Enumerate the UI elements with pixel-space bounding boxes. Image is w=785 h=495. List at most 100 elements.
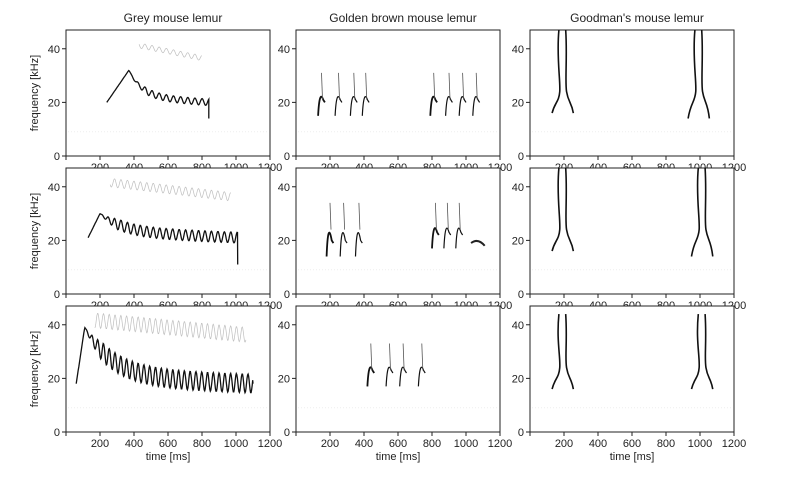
chirp-call	[458, 96, 467, 116]
y-tick-label: 0	[54, 151, 60, 163]
column-title-goodman: Goodman's mouse lemur	[570, 11, 704, 25]
y-tick-label: 20	[48, 235, 60, 247]
panel-calls	[532, 30, 732, 133]
arc-call-right	[564, 30, 575, 114]
panel-frame	[529, 29, 735, 157]
chirp-call	[417, 366, 426, 387]
y-axis-label: frequency [kHz]	[29, 55, 41, 131]
chirp-harmonic	[389, 343, 391, 371]
chirp-harmonic	[353, 72, 356, 100]
spectrogram-panel: 0 20 40 200 400 600 800 1000 1200 frequency [kHz]…	[29, 305, 282, 463]
x-tick-label: 600	[159, 438, 177, 450]
arc-call-right	[700, 30, 711, 119]
x-tick-label: 400	[125, 438, 143, 450]
arc-call-left	[687, 30, 697, 119]
chirp-harmonic	[321, 72, 323, 100]
chirp-harmonic	[343, 202, 346, 230]
column-title-golden-brown: Golden brown mouse lemur	[329, 11, 476, 25]
panel-calls	[298, 202, 498, 271]
x-axis-label: time [ms]	[610, 451, 655, 463]
y-tick-label: 0	[518, 289, 524, 301]
trill-harmonic	[109, 178, 231, 202]
y-tick-label: 0	[54, 289, 60, 301]
y-tick-label: 20	[512, 97, 524, 109]
chirp-call	[431, 227, 440, 249]
x-tick-label: 600	[623, 438, 641, 450]
arc-call-left	[551, 168, 561, 252]
x-tick-label: 400	[355, 438, 373, 450]
chirp-harmonic	[448, 72, 451, 100]
tone-call	[470, 239, 486, 247]
y-tick-label: 0	[518, 151, 524, 163]
arc-call-right	[704, 168, 714, 257]
x-tick-label: 200	[555, 438, 573, 450]
x-tick-label: 800	[193, 438, 211, 450]
trill-call	[87, 213, 239, 265]
y-tick-label: 40	[48, 320, 60, 332]
y-tick-label: 0	[284, 427, 290, 439]
y-tick-label: 0	[518, 427, 524, 439]
arc-call-right	[704, 313, 714, 390]
chirp-call	[354, 231, 363, 257]
y-tick-label: 20	[278, 97, 290, 109]
x-tick-label: 600	[389, 438, 407, 450]
y-axis-label: frequency [kHz]	[29, 193, 41, 269]
arc-call-right	[564, 168, 575, 252]
chirp-harmonic	[421, 343, 424, 371]
chirp-harmonic	[370, 343, 373, 371]
y-tick-label: 20	[512, 373, 524, 385]
spectrogram-panel: 0 20 40 200 400 600 800 1000 1200 time [ms]	[512, 305, 746, 463]
arc-call-left	[551, 30, 561, 114]
chirp-harmonic	[365, 72, 368, 100]
panel-frame	[529, 305, 735, 433]
chirp-call	[443, 227, 452, 249]
panel-calls	[298, 72, 498, 133]
y-tick-label: 0	[284, 289, 290, 301]
spectrogram-panel: 0 20 40 200 400 600 800 1000 1200 time [ms]	[278, 305, 512, 463]
chirp-call	[472, 96, 481, 116]
chirp-call	[339, 231, 348, 257]
chirp-call	[334, 96, 343, 116]
chirp-call	[361, 96, 370, 116]
trill-call	[75, 326, 254, 395]
y-tick-label: 20	[48, 373, 60, 385]
panel-frame	[65, 167, 271, 295]
y-tick-label: 40	[48, 44, 60, 56]
y-axis-label: frequency [kHz]	[29, 331, 41, 407]
panel-frame	[529, 167, 735, 295]
panel-frame	[65, 29, 271, 157]
y-tick-label: 40	[278, 320, 290, 332]
x-tick-label: 800	[423, 438, 441, 450]
x-tick-label: 400	[589, 438, 607, 450]
panel-calls	[68, 178, 268, 271]
column-title-grey: Grey mouse lemur	[124, 11, 223, 25]
chirp-harmonic	[402, 343, 405, 371]
y-tick-label: 20	[278, 235, 290, 247]
x-axis-label: time [ms]	[376, 451, 421, 463]
chirp-harmonic	[458, 202, 461, 230]
y-tick-label: 40	[278, 182, 290, 194]
x-tick-label: 1200	[258, 438, 282, 450]
panel-frame	[295, 167, 501, 295]
x-tick-label: 200	[91, 438, 109, 450]
chirp-call	[325, 231, 335, 257]
chirp-call	[349, 96, 358, 116]
panel-calls	[532, 168, 732, 271]
chirp-harmonic	[435, 202, 437, 230]
x-tick-label: 200	[321, 438, 339, 450]
chirp-call	[366, 366, 375, 387]
y-tick-label: 20	[512, 235, 524, 247]
chirp-call	[385, 366, 394, 387]
arc-call-left	[690, 168, 701, 257]
x-tick-label: 1200	[488, 438, 512, 450]
x-tick-label: 1000	[688, 438, 712, 450]
y-tick-label: 0	[284, 151, 290, 163]
chirp-call	[455, 227, 464, 249]
trill-harmonic	[94, 312, 247, 343]
chirp-harmonic	[358, 202, 361, 230]
